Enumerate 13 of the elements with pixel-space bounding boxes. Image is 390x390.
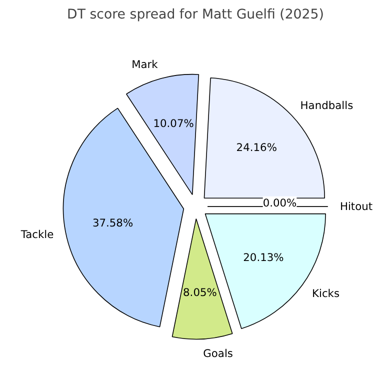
chart-title: DT score spread for Matt Guelfi (2025) [67, 8, 324, 22]
data-label: 8.05% [183, 286, 217, 299]
slice-label: Goals [203, 347, 234, 360]
slice-label: Kicks [312, 287, 340, 300]
slice-label: Handballs [300, 98, 354, 112]
category-label: Hitout [340, 200, 373, 214]
slice-label: Mark [132, 58, 159, 71]
slice-label: Tackle [20, 228, 54, 241]
text: 0.00% [262, 196, 297, 210]
data-label: 37.58% [92, 216, 134, 230]
data-label: 20.13% [243, 250, 284, 264]
data-label: 24.16% [236, 140, 277, 154]
data-label: 10.07% [153, 117, 194, 130]
